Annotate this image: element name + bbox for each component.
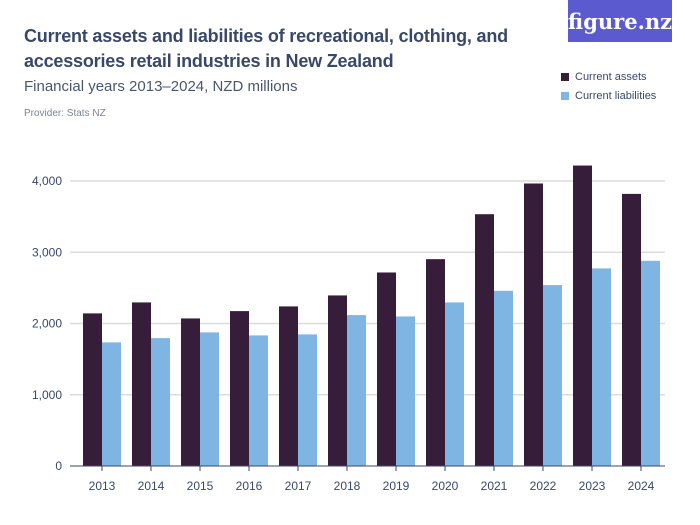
bar-current-assets — [475, 214, 494, 466]
legend-item-liabilities: Current liabilities — [561, 86, 656, 105]
legend-swatch-liabilities — [561, 91, 569, 100]
bar-current-assets — [426, 259, 445, 466]
x-tick-label: 2018 — [334, 479, 361, 493]
bar-current-liabilities — [641, 260, 660, 466]
x-tick-label: 2024 — [628, 479, 655, 493]
bar-current-liabilities — [543, 285, 562, 466]
provider-label: Provider: Stats NZ — [24, 108, 106, 119]
bar-current-liabilities — [592, 268, 611, 466]
y-tick-label: 1,000 — [32, 388, 62, 402]
figure-nz-logo[interactable]: figure.nz — [568, 0, 672, 42]
y-tick-label: 4,000 — [32, 174, 62, 188]
legend: Current assets Current liabilities — [561, 67, 656, 105]
y-tick-label: 3,000 — [32, 245, 62, 259]
logo-text: figure.nz — [567, 8, 673, 34]
x-tick-label: 2015 — [187, 479, 214, 493]
y-tick-label: 2,000 — [32, 317, 62, 331]
x-tick-label: 2022 — [530, 479, 557, 493]
legend-item-assets: Current assets — [561, 67, 656, 86]
chart-subtitle: Financial years 2013–2024, NZD millions — [24, 78, 298, 95]
bar-current-assets — [83, 313, 102, 466]
x-tick-label: 2020 — [432, 479, 459, 493]
x-tick-label: 2023 — [579, 479, 606, 493]
bar-current-liabilities — [396, 316, 415, 466]
bar-current-liabilities — [445, 302, 464, 466]
bar-current-assets — [377, 272, 396, 466]
chart-title: Current assets and liabilities of recrea… — [24, 26, 508, 71]
bar-current-liabilities — [347, 315, 366, 466]
bar-current-assets — [524, 183, 543, 466]
x-tick-label: 2019 — [383, 479, 410, 493]
bar-current-liabilities — [200, 332, 219, 466]
bar-current-liabilities — [249, 335, 268, 466]
legend-swatch-assets — [561, 72, 569, 81]
x-tick-label: 2013 — [89, 479, 116, 493]
x-tick-label: 2017 — [285, 479, 312, 493]
bar-current-liabilities — [494, 290, 513, 466]
bar-current-liabilities — [151, 338, 170, 466]
bar-current-assets — [622, 193, 641, 467]
bar-current-assets — [181, 318, 200, 466]
legend-label-assets: Current assets — [575, 70, 647, 83]
bar-current-assets — [132, 302, 151, 466]
bar-current-liabilities — [102, 342, 121, 466]
bar-current-assets — [230, 311, 249, 466]
x-tick-label: 2014 — [138, 479, 165, 493]
x-tick-label: 2021 — [481, 479, 508, 493]
bar-current-assets — [573, 165, 592, 466]
bar-current-assets — [279, 306, 298, 466]
bar-current-liabilities — [298, 334, 317, 466]
x-tick-label: 2016 — [236, 479, 263, 493]
y-tick-label: 0 — [55, 459, 62, 473]
legend-label-liabilities: Current liabilities — [575, 89, 657, 102]
bar-current-assets — [328, 295, 347, 466]
